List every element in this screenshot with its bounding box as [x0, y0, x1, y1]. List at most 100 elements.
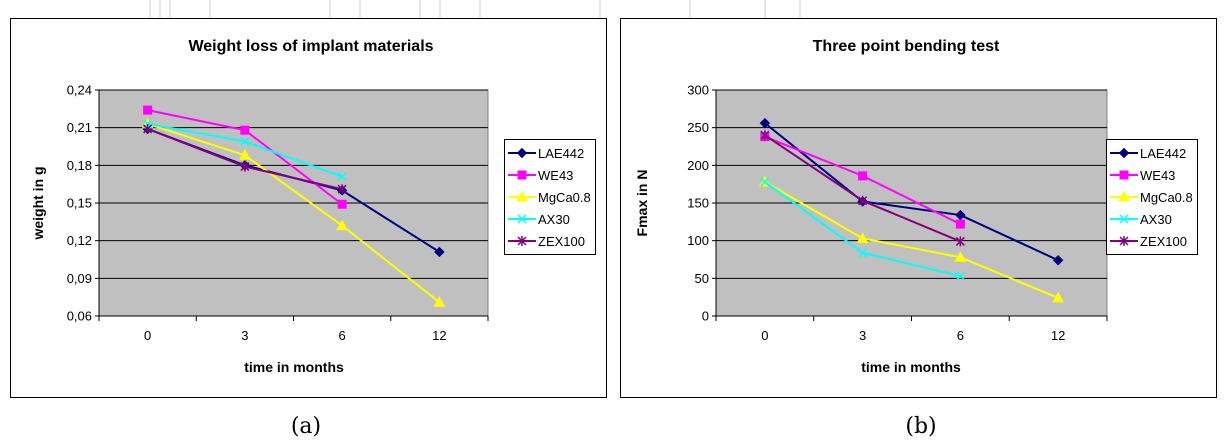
- tick-labels: 0 50 100 150 200 250 300 0 3 6 12: [687, 83, 1065, 344]
- legend-marker: [516, 147, 528, 159]
- legend-marker: [1118, 190, 1130, 202]
- x-axis-label: time in months: [244, 359, 344, 375]
- legend-item: ZEX100: [1109, 230, 1193, 252]
- data-point: [240, 136, 250, 147]
- x-tick-label: 0: [761, 328, 768, 343]
- legend-marker: [517, 214, 527, 224]
- chart-svg-weight-loss: Weight loss of implant materials 0,060,0…: [30, 38, 489, 375]
- y-tick-label: 0,12: [67, 233, 92, 248]
- legend-label: WE43: [538, 167, 574, 183]
- legend-swatch: [508, 147, 536, 159]
- legend-label: MgCa0.8: [1140, 189, 1193, 205]
- data-point: [955, 209, 966, 221]
- data-point: [955, 236, 965, 247]
- x-tick-label: 12: [1051, 328, 1065, 343]
- legend-item: AX30: [1109, 208, 1193, 230]
- series-zex100: [760, 130, 965, 247]
- legend-marker: [1119, 236, 1129, 246]
- chart-title: Three point bending test: [813, 38, 1000, 55]
- x-tick-label: 3: [859, 328, 866, 343]
- series-layer: [141, 105, 446, 307]
- chart-panel-bending-test: Three point bending test 0 50 100 150 200 250…: [620, 18, 1217, 398]
- legend-marker: [516, 190, 528, 202]
- y-tick-label: 0,09: [67, 271, 92, 286]
- y-tick-label: 200: [687, 158, 709, 173]
- series-ax30: [143, 119, 347, 182]
- x-tick-label: 0: [144, 328, 151, 343]
- y-axis-label: weight in g: [30, 166, 46, 240]
- axes: [95, 89, 489, 321]
- legend-swatch: [508, 190, 536, 202]
- series-mgca0-8: [759, 175, 1064, 303]
- series-line: [147, 122, 440, 303]
- series-layer: [759, 117, 1064, 303]
- legend: LAE442 WE43 MgCa0.8 AX30 ZEX100: [504, 139, 596, 255]
- data-point: [1052, 291, 1064, 303]
- series-line: [764, 122, 1059, 262]
- legend-label: AX30: [538, 211, 570, 227]
- series-ax30: [760, 177, 965, 281]
- legend-label: MgCa0.8: [538, 189, 591, 205]
- series-line: [764, 181, 1059, 299]
- legend-swatch: [508, 214, 536, 224]
- data-point: [760, 177, 770, 187]
- x-tick-label: 6: [339, 328, 346, 343]
- x-axis-label: time in months: [861, 359, 961, 375]
- series-zex100: [143, 123, 347, 195]
- legend-label: LAE442: [538, 145, 585, 161]
- legend-label: AX30: [1140, 211, 1172, 227]
- legend-swatch: [1110, 147, 1138, 159]
- legend-swatch: [508, 236, 536, 246]
- legend-item: MgCa0.8: [507, 186, 591, 208]
- data-point: [760, 130, 770, 141]
- legend-item: LAE442: [1109, 142, 1193, 164]
- legend-label: ZEX100: [1140, 233, 1187, 249]
- y-axis-label: Fmax in N: [634, 170, 650, 237]
- x-tick-label: 12: [432, 328, 446, 343]
- data-point: [337, 184, 347, 195]
- data-point: [337, 172, 347, 182]
- y-tick-label: 0,21: [67, 120, 92, 135]
- data-point: [955, 271, 965, 281]
- y-tick-label: 0,06: [67, 309, 92, 324]
- axes: [712, 89, 1108, 321]
- data-point: [759, 117, 771, 129]
- y-tick-label: 300: [687, 83, 709, 98]
- data-point: [954, 251, 967, 262]
- x-tick-label: 6: [957, 328, 964, 343]
- data-point: [143, 123, 153, 134]
- y-tick-label: 0,18: [67, 158, 92, 173]
- y-tick-label: 0: [702, 309, 709, 324]
- legend-swatch: [1110, 190, 1138, 202]
- legend-swatch: [1110, 236, 1138, 246]
- data-point: [240, 161, 250, 172]
- data-point: [433, 296, 446, 307]
- data-point: [240, 125, 250, 135]
- series-we43: [143, 105, 347, 209]
- y-tick-label: 250: [687, 120, 709, 135]
- legend-label: WE43: [1140, 167, 1176, 183]
- y-tick-label: 0,15: [67, 196, 92, 211]
- x-tick-label: 3: [241, 328, 248, 343]
- y-tick-label: 100: [687, 233, 709, 248]
- legend-item: WE43: [1109, 164, 1193, 186]
- y-tick-label: 150: [687, 196, 709, 211]
- tick-labels: 0,06 0,09 0,12 0,15 0,18 0,21 0,24 0 3 6 12: [67, 83, 447, 344]
- chart-title: Weight loss of implant materials: [188, 38, 433, 55]
- figure-caption-a: (a): [290, 414, 322, 439]
- legend: LAE442 WE43 MgCa0.8 AX30 ZEX100: [1106, 139, 1198, 255]
- legend-marker: [1119, 170, 1129, 180]
- chart-svg-bending-test: Three point bending test 0 50 100 150 200 250…: [634, 38, 1108, 375]
- data-point: [856, 232, 869, 243]
- legend-swatch: [1110, 214, 1138, 224]
- data-point: [239, 149, 251, 160]
- legend-item: WE43: [507, 164, 591, 186]
- data-point: [858, 171, 868, 181]
- legend-marker: [1118, 147, 1130, 159]
- data-point: [143, 105, 153, 115]
- y-tick-label: 50: [695, 271, 709, 286]
- y-tick-label: 0,24: [67, 83, 92, 98]
- legend-item: AX30: [507, 208, 591, 230]
- data-point: [1052, 255, 1064, 266]
- legend-marker: [517, 170, 527, 180]
